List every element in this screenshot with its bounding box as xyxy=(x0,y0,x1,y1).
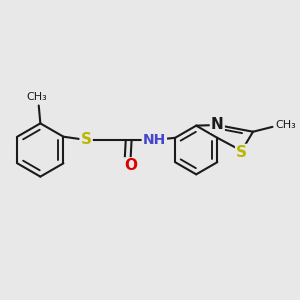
Text: N: N xyxy=(211,116,224,131)
Text: NH: NH xyxy=(143,133,166,147)
Text: S: S xyxy=(81,132,92,147)
Text: CH₃: CH₃ xyxy=(27,92,47,102)
Text: O: O xyxy=(124,158,137,173)
Text: CH₃: CH₃ xyxy=(276,120,296,130)
Text: S: S xyxy=(236,145,247,160)
